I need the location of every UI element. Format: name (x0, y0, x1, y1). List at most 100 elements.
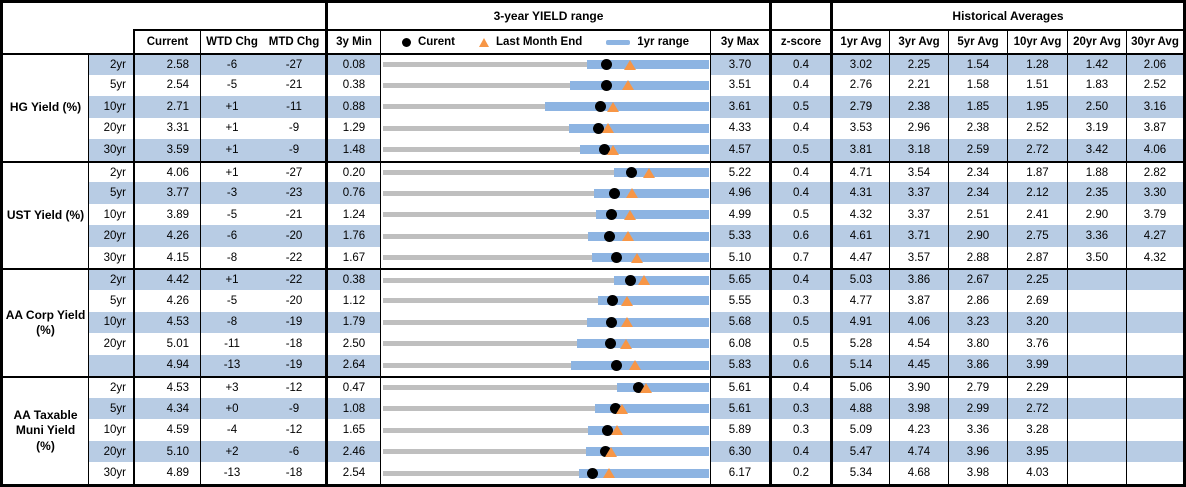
1yr-range-bar (579, 145, 709, 155)
current-dot-marker (611, 252, 623, 264)
last-month-end-triangle-marker (616, 403, 629, 414)
current-dot-marker (587, 467, 599, 479)
cell-zscore: 0.5 (769, 311, 830, 334)
cell-current: 3.89 (133, 203, 200, 226)
3y-range-track (383, 233, 701, 239)
cell-wtd-chg: -3 (200, 182, 263, 204)
cell-wtd-chg: -6 (200, 53, 263, 75)
section-label-line: UST Yield (%) (6, 207, 85, 222)
1yr-range-bar (595, 210, 709, 220)
cell-5yr-avg: 1.58 (948, 74, 1007, 97)
cell-20yr-avg: 1.42 (1067, 53, 1126, 75)
cell-3y-max: 3.70 (710, 53, 769, 75)
cell-1yr-avg: 5.34 (830, 462, 889, 484)
3y-range-track (383, 170, 701, 175)
1yr-range-bar (587, 231, 709, 241)
1yr-range-bar (614, 275, 709, 285)
1yr-range-bar (569, 123, 709, 133)
cell-10yr-avg: 1.87 (1007, 160, 1067, 183)
cell-mtd-chg: -27 (263, 53, 325, 75)
current-dot-marker (601, 59, 613, 71)
cell-30yr-avg (1126, 419, 1183, 441)
cell-current: 3.31 (133, 117, 200, 140)
tenor-label: 20yr (88, 440, 133, 463)
tenor-label: 5yr (88, 182, 133, 204)
last-month-end-triangle-marker (639, 382, 652, 393)
cell-3yr-avg: 3.37 (889, 203, 948, 226)
current-dot-marker (604, 338, 616, 350)
cell-zscore: 0.4 (769, 117, 830, 140)
1yr-range-bar (597, 296, 709, 306)
1yr-range-bar (586, 60, 709, 70)
cell-20yr-avg (1067, 462, 1126, 484)
cell-current: 4.53 (133, 376, 200, 398)
cell-zscore: 0.5 (769, 203, 830, 226)
current-dot-marker (605, 316, 617, 328)
cell-1yr-avg: 2.79 (830, 96, 889, 118)
col-header-20yr-avg: 20yr Avg (1067, 29, 1126, 53)
cell-3y-max: 4.99 (710, 203, 769, 226)
last-month-end-triangle-marker (626, 188, 639, 199)
cell-20yr-avg (1067, 311, 1126, 334)
cell-10yr-avg: 3.76 (1007, 333, 1067, 355)
cell-3yr-avg: 2.21 (889, 74, 948, 97)
cell-3yr-avg: 3.90 (889, 376, 948, 398)
current-dot-marker (610, 403, 622, 415)
section-label-line: (%) (36, 438, 55, 453)
section-label-line: Muni Yield (15, 423, 76, 438)
cell-3y-max: 4.96 (710, 182, 769, 204)
cell-3y-max: 5.83 (710, 354, 769, 377)
3y-range-track (383, 104, 701, 110)
col-header-5yr-avg: 5yr Avg (948, 29, 1007, 53)
cell-3yr-avg: 2.38 (889, 96, 948, 118)
3y-range-track (383, 255, 701, 261)
1yr-range-bar (586, 317, 709, 327)
current-dot-marker (598, 144, 610, 156)
tenor-label: 30yr (88, 139, 133, 161)
1yr-range-bar (587, 425, 710, 435)
tenor-label: 10yr (88, 311, 133, 334)
cell-1yr-avg: 4.88 (830, 397, 889, 420)
cell-3y-max: 5.89 (710, 419, 769, 441)
tenor-label: 30yr (88, 462, 133, 484)
cell-30yr-avg (1126, 333, 1183, 355)
cell-3yr-avg: 4.54 (889, 333, 948, 355)
cell-zscore: 0.5 (769, 333, 830, 355)
1yr-range-bar (591, 253, 709, 263)
cell-10yr-avg: 3.99 (1007, 354, 1067, 377)
cell-20yr-avg: 3.36 (1067, 225, 1126, 247)
cell-current: 4.15 (133, 246, 200, 269)
cell-5yr-avg: 3.96 (948, 440, 1007, 463)
cell-10yr-avg: 2.52 (1007, 117, 1067, 140)
col-header-3yr-avg: 3yr Avg (889, 29, 948, 53)
cell-mtd-chg: -9 (263, 397, 325, 420)
current-dot-marker (606, 209, 618, 221)
tenor-label: 20yr (88, 117, 133, 140)
last-month-end-triangle-marker (620, 317, 633, 328)
current-dot-marker (626, 167, 637, 178)
cell-zscore: 0.2 (769, 462, 830, 484)
cell-30yr-avg: 2.52 (1126, 74, 1183, 97)
cell-3y-min: 0.20 (325, 160, 380, 183)
col-header-30yr-avg: 30yr Avg (1126, 29, 1183, 53)
cell-mtd-chg: -22 (263, 268, 325, 291)
cell-3y-min: 0.38 (325, 74, 380, 97)
cell-20yr-avg: 3.19 (1067, 117, 1126, 140)
cell-mtd-chg: -19 (263, 311, 325, 334)
last-month-end-triangle-marker (629, 360, 642, 371)
cell-wtd-chg: -5 (200, 203, 263, 226)
3y-range-track (383, 147, 701, 153)
cell-10yr-avg: 2.75 (1007, 225, 1067, 247)
cell-1yr-avg: 5.14 (830, 354, 889, 377)
1yr-range-bar (585, 447, 709, 457)
section-label-line: AA Corp Yield (5, 307, 86, 322)
cell-mtd-chg: -19 (263, 354, 325, 377)
cell-wtd-chg: +1 (200, 139, 263, 161)
cell-mtd-chg: -12 (263, 376, 325, 398)
cell-20yr-avg (1067, 268, 1126, 291)
cell-20yr-avg: 2.35 (1067, 182, 1126, 204)
col-header-mtd-chg: MTD Chg (263, 29, 325, 53)
range-chart (380, 419, 710, 441)
cell-3y-max: 5.61 (710, 397, 769, 420)
legend-1yr-range-label: 1yr range (637, 36, 690, 48)
